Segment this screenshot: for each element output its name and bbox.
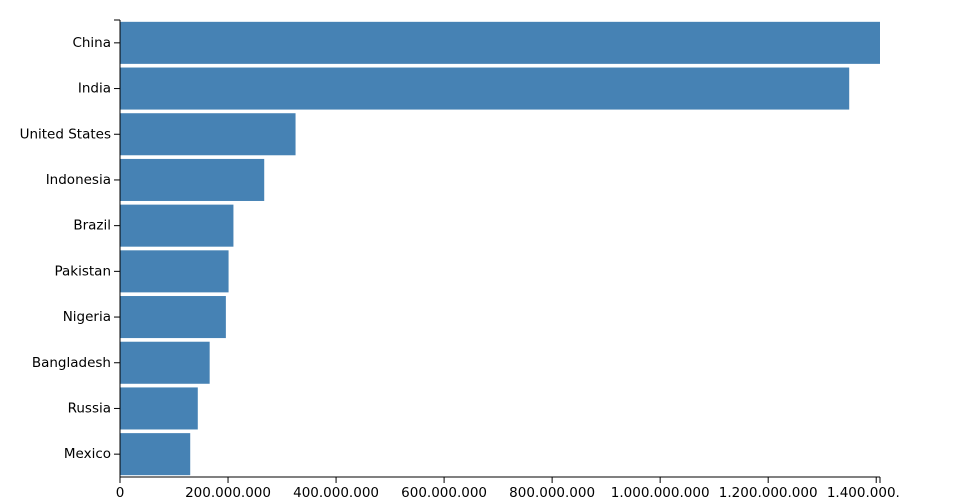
y-tick-label: Nigeria <box>63 309 111 325</box>
bar <box>120 433 191 476</box>
bar <box>120 158 265 201</box>
bar <box>120 113 296 156</box>
bar <box>120 67 850 110</box>
y-tick-label: Bangladesh <box>32 355 111 371</box>
x-tick-label: 1.400.000.000 <box>827 485 900 500</box>
chart: China India United States Indonesia Brazil Pa… <box>20 19 900 500</box>
bar <box>120 204 234 247</box>
y-tick-label: Mexico <box>64 446 111 462</box>
bar <box>120 341 210 384</box>
x-tick-label: 200.000.000 <box>185 485 271 500</box>
bar <box>120 296 226 339</box>
bar <box>120 387 198 430</box>
x-tick-label: 800.000.000 <box>509 485 595 500</box>
bar <box>120 21 880 64</box>
y-tick-label: Russia <box>68 400 111 416</box>
x-tick-label: 1.000.000.000 <box>611 485 710 500</box>
y-tick-label: India <box>78 81 111 97</box>
x-tick-label: 0 <box>116 485 125 500</box>
y-tick-label: Brazil <box>73 218 111 234</box>
y-tick-label: Pakistan <box>54 263 111 279</box>
y-tick-label: United States <box>20 126 111 142</box>
bar <box>120 250 229 293</box>
x-tick-label: 1.200.000.000 <box>719 485 818 500</box>
y-tick-label: China <box>72 35 111 51</box>
x-tick-label: 600.000.000 <box>401 485 487 500</box>
x-tick-label: 400.000.000 <box>293 485 379 500</box>
y-tick-label: Indonesia <box>46 172 111 188</box>
